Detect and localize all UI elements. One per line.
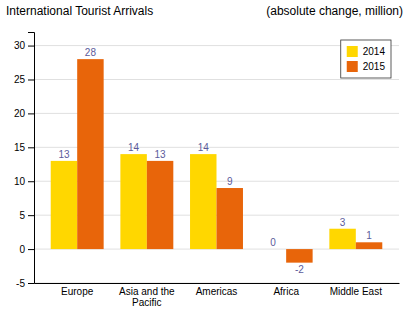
x-tick-label: Europe bbox=[61, 286, 94, 297]
data-label: -2 bbox=[295, 264, 304, 275]
y-tick-mark bbox=[28, 79, 34, 80]
bar bbox=[190, 154, 216, 249]
y-tick-label: 30 bbox=[14, 40, 26, 51]
x-tick-label-line: Middle East bbox=[330, 286, 382, 297]
data-label: 28 bbox=[85, 47, 97, 58]
y-tick-mark bbox=[28, 113, 34, 114]
data-label: 1 bbox=[366, 230, 372, 241]
y-tick: 20 bbox=[14, 108, 34, 119]
title: International Tourist Arrivals bbox=[6, 4, 153, 18]
legend-swatch bbox=[347, 46, 358, 57]
y-tick-label: 15 bbox=[14, 142, 26, 153]
data-labels: 13 14 14 0 3 28 13 9 -2 1 bbox=[58, 47, 372, 275]
x-tick-label-line: Americas bbox=[196, 286, 238, 297]
legend-item: 2014 bbox=[347, 46, 386, 57]
y-tick-label: 10 bbox=[14, 176, 26, 187]
bar-series bbox=[77, 59, 382, 263]
x-tick: Middle East bbox=[330, 286, 382, 297]
legend-label: 2014 bbox=[363, 46, 386, 57]
y-tick: 10 bbox=[14, 176, 34, 187]
legend-box bbox=[341, 40, 391, 78]
y-tick-mark bbox=[28, 147, 34, 148]
x-tick-label: Americas bbox=[196, 286, 238, 297]
y-axis-line bbox=[28, 33, 35, 284]
y-tick-mark bbox=[28, 283, 34, 284]
y-tick-label: 5 bbox=[19, 210, 25, 221]
y-tick: 0 bbox=[19, 244, 34, 255]
x-tick-label: Asia and thePacific bbox=[119, 286, 175, 308]
legend-item: 2015 bbox=[347, 61, 386, 72]
bar bbox=[147, 161, 173, 249]
x-tick: Asia and thePacific bbox=[119, 286, 175, 308]
data-label: 14 bbox=[198, 142, 210, 153]
x-tick: Americas bbox=[196, 286, 238, 297]
bar bbox=[329, 229, 355, 249]
y-tick: 25 bbox=[14, 74, 34, 85]
plot-area: -5051015202530EuropeAsia and thePacificA… bbox=[14, 33, 400, 309]
y-tick-label: -5 bbox=[16, 278, 25, 289]
bar bbox=[77, 59, 103, 249]
y-tick-label: 20 bbox=[14, 108, 26, 119]
x-tick-label: Africa bbox=[273, 286, 299, 297]
data-label: 14 bbox=[128, 142, 140, 153]
bar bbox=[286, 249, 312, 263]
bar bbox=[260, 249, 286, 250]
y-tick-mark bbox=[28, 249, 34, 250]
subtitle: (absolute change, million) bbox=[266, 4, 403, 18]
bar bbox=[217, 188, 243, 249]
bar bbox=[356, 242, 382, 249]
y-tick: -5 bbox=[16, 278, 34, 289]
legend-swatch bbox=[347, 61, 358, 72]
data-label: 3 bbox=[340, 217, 346, 228]
legend-label: 2015 bbox=[363, 61, 386, 72]
y-tick-label: 0 bbox=[19, 244, 25, 255]
bar bbox=[51, 161, 77, 249]
y-tick-label: 25 bbox=[14, 74, 26, 85]
y-tick: 30 bbox=[14, 40, 34, 51]
bars bbox=[51, 59, 383, 263]
data-label: 13 bbox=[155, 149, 167, 160]
x-tick-label-line: Africa bbox=[273, 286, 299, 297]
y-tick: 15 bbox=[14, 142, 34, 153]
y-tick-mark bbox=[28, 46, 34, 47]
x-tick-label-line: Europe bbox=[61, 286, 94, 297]
data-label: 13 bbox=[58, 149, 70, 160]
x-axis-line bbox=[35, 283, 400, 284]
legend: 2014 2015 bbox=[341, 40, 391, 78]
y-tick: 5 bbox=[19, 210, 34, 221]
data-label: 0 bbox=[270, 237, 276, 248]
chart-container: International Tourist Arrivals (absolute … bbox=[0, 0, 409, 319]
data-label: 9 bbox=[227, 176, 233, 187]
bar bbox=[120, 154, 146, 249]
y-tick-mark bbox=[28, 215, 34, 216]
y-axis: -5 0 5 10 15 20 25 30 bbox=[14, 33, 35, 289]
y-tick-mark bbox=[28, 181, 34, 182]
x-tick: Europe bbox=[61, 286, 94, 297]
x-tick-label: Middle East bbox=[330, 286, 382, 297]
x-tick-label-line: Pacific bbox=[132, 297, 161, 308]
chart-svg: International Tourist Arrivals (absolute … bbox=[0, 0, 409, 319]
x-tick: Africa bbox=[273, 286, 299, 297]
x-axis: Europe Asia and thePacific Americas Africa M… bbox=[35, 284, 400, 309]
grid-line bbox=[34, 283, 399, 284]
x-tick-label-line: Asia and the bbox=[119, 286, 175, 297]
grid bbox=[34, 46, 399, 283]
